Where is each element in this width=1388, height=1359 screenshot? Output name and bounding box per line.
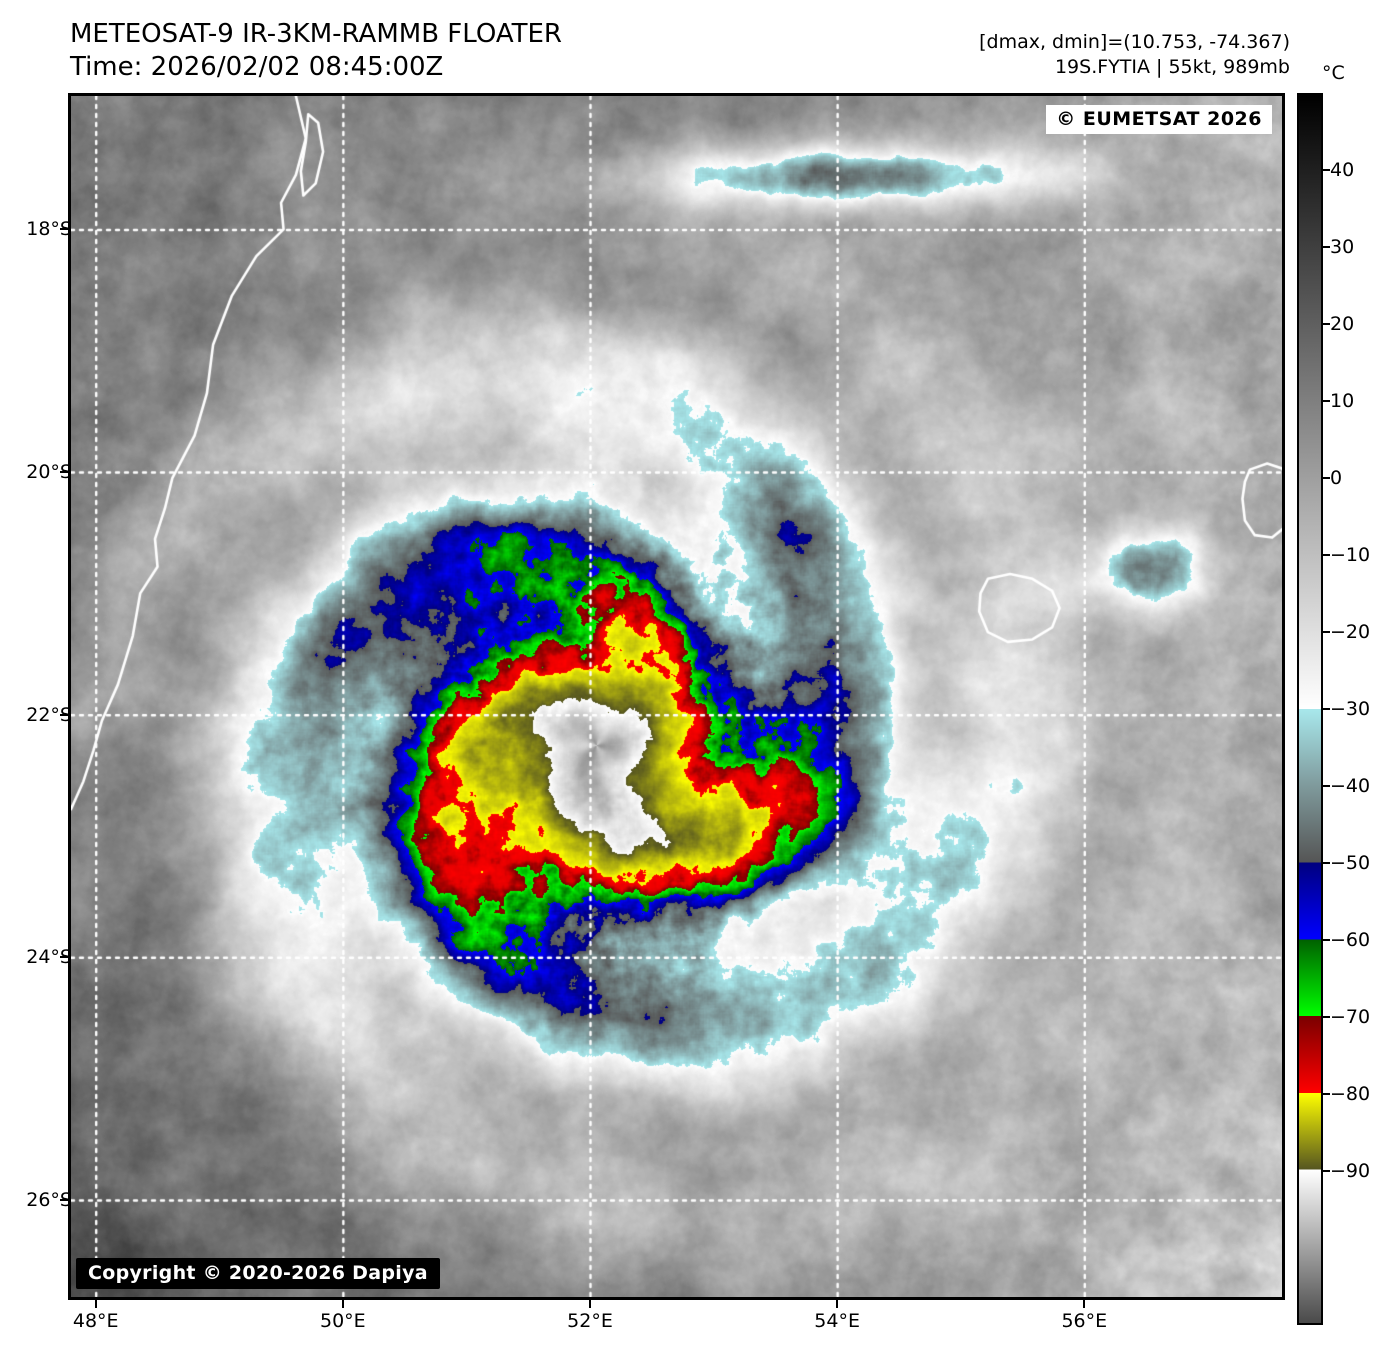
x-axis-tick-label: 52°E: [567, 1310, 613, 1332]
colorbar-tick-label: −60: [1330, 929, 1371, 951]
colorbar-tick-label: −30: [1330, 698, 1371, 720]
dapiya-copyright-badge: Copyright © 2020-2026 Dapiya: [76, 1258, 440, 1289]
y-axis-tick-label: 24°S: [26, 946, 72, 969]
y-axis-tick-label: 18°S: [26, 218, 72, 241]
colorbar-tick-label: −80: [1330, 1083, 1371, 1105]
colorbar-tick-mark: [1323, 1016, 1330, 1018]
colorbar-tick-label: 0: [1330, 467, 1343, 489]
map-overlay-canvas: [71, 96, 1282, 1297]
y-axis-tick-mark: [60, 471, 68, 474]
colorbar-tick-mark: [1323, 939, 1330, 941]
colorbar-tick-mark: [1323, 708, 1330, 710]
y-axis-tick-mark: [60, 1198, 68, 1201]
colorbar-tick-label: −50: [1330, 852, 1371, 874]
colorbar-tick-mark: [1323, 1170, 1330, 1172]
timestamp-label: Time: 2026/02/02 08:45:00Z: [70, 52, 444, 82]
y-axis-tick-label: 26°S: [26, 1188, 72, 1211]
colorbar-tick-label: 10: [1330, 390, 1355, 412]
x-axis-tick-mark: [94, 1300, 97, 1308]
eumetsat-credit-badge: © EUMETSAT 2026: [1046, 105, 1272, 134]
x-axis-tick-label: 54°E: [814, 1310, 860, 1332]
colorbar-tick-mark: [1323, 554, 1330, 556]
x-axis-tick-mark: [836, 1300, 839, 1308]
colorbar-tick-mark: [1323, 862, 1330, 864]
colorbar-tick-label: 20: [1330, 313, 1355, 335]
colorbar-tick-mark: [1323, 1093, 1330, 1095]
colorbar-tick-label: 30: [1330, 236, 1355, 258]
colorbar-tick-label: −70: [1330, 1006, 1371, 1028]
y-axis-tick-mark: [60, 956, 68, 959]
colorbar-tick-mark: [1323, 785, 1330, 787]
colorbar-unit-label: °C: [1322, 62, 1345, 84]
header-left: METEOSAT-9 IR-3KM-RAMMB FLOATER Time: 20…: [70, 18, 562, 84]
header-right: [dmax, dmin]=(10.753, -74.367) 19S.FYTIA…: [979, 30, 1290, 80]
colorbar-tick-mark: [1323, 631, 1330, 633]
colorbar-tick-mark: [1323, 246, 1330, 248]
x-axis-tick-label: 56°E: [1061, 1310, 1108, 1332]
y-axis-tick-label: 20°S: [26, 461, 72, 484]
x-axis-tick-mark: [589, 1300, 591, 1308]
colorbar-tick-mark: [1323, 477, 1330, 479]
colorbar-gradient: [1299, 95, 1321, 1323]
colorbar-tick-label: −40: [1330, 775, 1371, 797]
x-axis-tick-mark: [341, 1300, 344, 1308]
dminmax-label: [dmax, dmin]=(10.753, -74.367): [979, 31, 1290, 53]
colorbar-tick-mark: [1323, 400, 1330, 402]
colorbar-tick-mark: [1323, 323, 1330, 325]
colorbar-tick-mark: [1323, 169, 1330, 171]
y-axis-tick-label: 22°S: [26, 703, 72, 726]
y-axis-tick-mark: [60, 228, 68, 231]
colorbar-tick-label: −10: [1330, 544, 1371, 566]
satellite-map[interactable]: © EUMETSAT 2026 Copyright © 2020-2026 Da…: [68, 93, 1285, 1300]
colorbar-tick-label: −90: [1330, 1160, 1371, 1182]
colorbar-tick-label: 40: [1330, 159, 1355, 181]
x-axis-tick-label: 48°E: [72, 1310, 119, 1332]
temperature-colorbar[interactable]: [1297, 93, 1323, 1325]
y-axis-tick-mark: [60, 713, 68, 716]
x-axis-tick-label: 50°E: [320, 1310, 366, 1332]
x-axis-tick-mark: [1083, 1300, 1086, 1308]
colorbar-tick-label: −20: [1330, 621, 1371, 643]
page-title: METEOSAT-9 IR-3KM-RAMMB FLOATER: [70, 19, 562, 49]
storm-info-label: 19S.FYTIA | 55kt, 989mb: [1054, 56, 1290, 78]
